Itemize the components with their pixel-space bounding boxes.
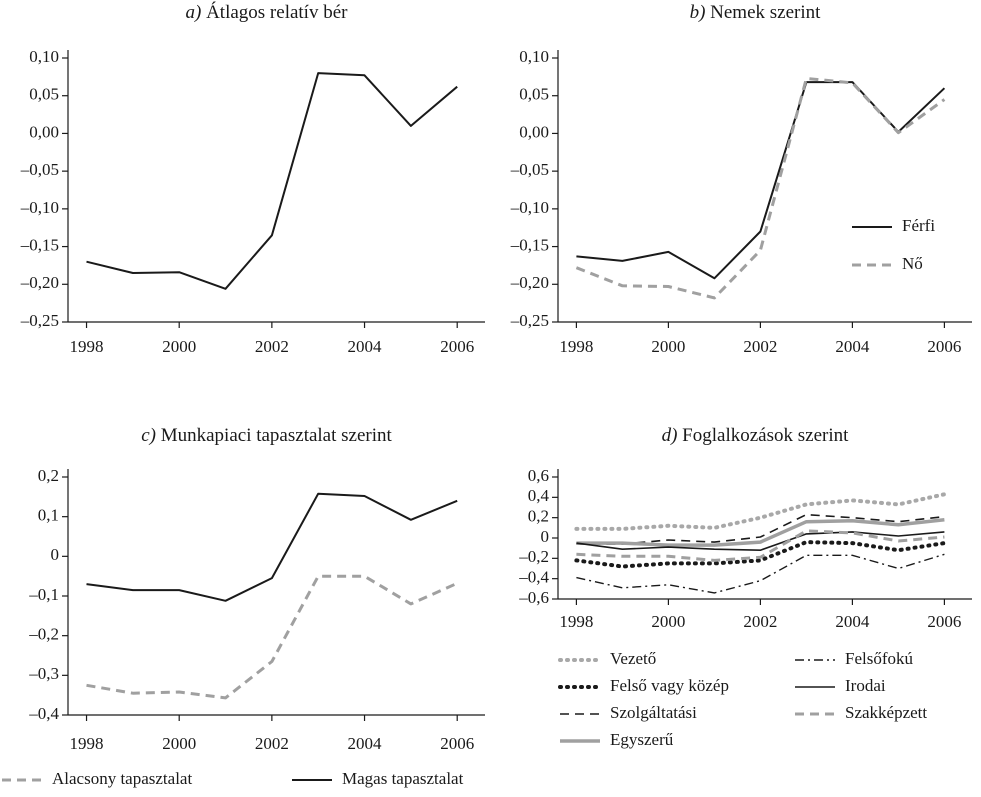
- x-tick-label: 1998: [559, 612, 593, 631]
- legend-label: Felső vagy közép: [610, 676, 729, 695]
- title-text: Nemek szerint: [710, 2, 821, 23]
- legend-label: Alacsony tapasztalat: [52, 769, 192, 788]
- y-tick-label: 0,4: [528, 486, 550, 505]
- legend-label: Nő: [902, 254, 923, 273]
- chart-title: b) Nemek szerint: [690, 2, 822, 23]
- legend-label: Férfi: [902, 216, 935, 235]
- y-tick-label: –0,2: [28, 625, 59, 644]
- y-tick-label: 0: [541, 527, 550, 546]
- y-tick-label: 0,10: [519, 47, 549, 66]
- y-tick-label: 0,2: [528, 507, 549, 526]
- y-tick-label: –0,20: [20, 273, 59, 292]
- data-line: [86, 574, 458, 700]
- legend-label: Felsőfokú: [845, 649, 914, 668]
- data-line: [574, 540, 947, 569]
- panel-label: b): [690, 2, 706, 23]
- y-tick-label: 0,10: [29, 47, 59, 66]
- data-line: [576, 553, 945, 594]
- y-tick-label: 0,00: [519, 122, 549, 141]
- x-tick-label: 2004: [348, 337, 383, 356]
- x-tick-label: 2002: [743, 612, 777, 631]
- y-tick-label: –0,15: [510, 235, 549, 254]
- legend-label: Egyszerű: [610, 730, 674, 749]
- x-tick-label: 2000: [162, 337, 196, 356]
- y-tick-label: –0,05: [510, 160, 549, 179]
- x-tick-label: 2000: [651, 337, 685, 356]
- data-line: [86, 492, 458, 602]
- x-tick-label: 2002: [255, 734, 289, 753]
- chart-title: a) Átlagos relatív bér: [186, 1, 349, 23]
- y-tick-label: –0,10: [20, 198, 59, 217]
- y-tick-label: 0,05: [29, 85, 59, 104]
- x-tick-label: 1998: [70, 337, 104, 356]
- y-tick-label: 0,05: [519, 85, 549, 104]
- chart-title: d) Foglalkozások szerint: [662, 425, 850, 446]
- x-tick-label: 2000: [651, 612, 685, 631]
- y-tick-label: –0,20: [510, 273, 549, 292]
- title-text: Foglalkozások szerint: [682, 425, 849, 446]
- y-tick-label: –0,4: [518, 568, 549, 587]
- x-tick-label: 2006: [440, 734, 474, 753]
- x-tick-label: 2006: [927, 612, 961, 631]
- panel-label: d): [662, 425, 678, 446]
- legend-label: Vezető: [610, 649, 656, 668]
- y-tick-label: 0,2: [38, 466, 59, 485]
- y-tick-label: –0,15: [20, 235, 59, 254]
- x-tick-label: 2002: [743, 337, 777, 356]
- y-tick-label: –0,1: [28, 585, 59, 604]
- legend-label: Szakképzett: [845, 703, 927, 722]
- x-tick-label: 2006: [440, 337, 474, 356]
- legend-label: Szolgáltatási: [610, 703, 697, 722]
- y-tick-label: –0,05: [20, 160, 59, 179]
- x-tick-label: 1998: [559, 337, 593, 356]
- data-line: [575, 76, 946, 300]
- legend-label: Magas tapasztalat: [342, 769, 464, 788]
- title-text: Munkapiaci tapasztalat szerint: [161, 425, 393, 446]
- y-tick-label: –0,6: [518, 588, 549, 607]
- y-tick-label: –0,4: [28, 704, 59, 723]
- title-text: Átlagos relatív bér: [206, 1, 348, 23]
- panel-label: c): [141, 425, 156, 446]
- legend-label: Irodai: [845, 676, 886, 695]
- y-tick-label: 0,00: [29, 122, 59, 141]
- y-tick-label: –0,3: [28, 664, 59, 683]
- y-tick-label: –0,25: [20, 311, 59, 330]
- chart-title: c) Munkapiaci tapasztalat szerint: [141, 425, 392, 446]
- x-tick-label: 2004: [835, 612, 870, 631]
- x-tick-label: 2006: [927, 337, 961, 356]
- data-line: [576, 531, 945, 551]
- panel-label: a): [186, 2, 202, 23]
- data-line: [86, 72, 458, 290]
- y-tick-label: –0,25: [510, 311, 549, 330]
- y-tick-label: 0: [51, 545, 60, 564]
- x-tick-label: 2002: [255, 337, 289, 356]
- y-tick-label: –0,10: [510, 198, 549, 217]
- x-tick-label: 2004: [348, 734, 383, 753]
- y-tick-label: –0,2: [518, 547, 549, 566]
- y-tick-label: 0,6: [528, 466, 549, 485]
- data-line: [576, 529, 945, 562]
- x-tick-label: 1998: [70, 734, 104, 753]
- data-line: [576, 517, 945, 547]
- data-line: [574, 492, 947, 531]
- y-tick-label: 0,1: [38, 506, 59, 525]
- x-tick-label: 2000: [162, 734, 196, 753]
- x-tick-label: 2004: [835, 337, 870, 356]
- data-line: [576, 81, 946, 280]
